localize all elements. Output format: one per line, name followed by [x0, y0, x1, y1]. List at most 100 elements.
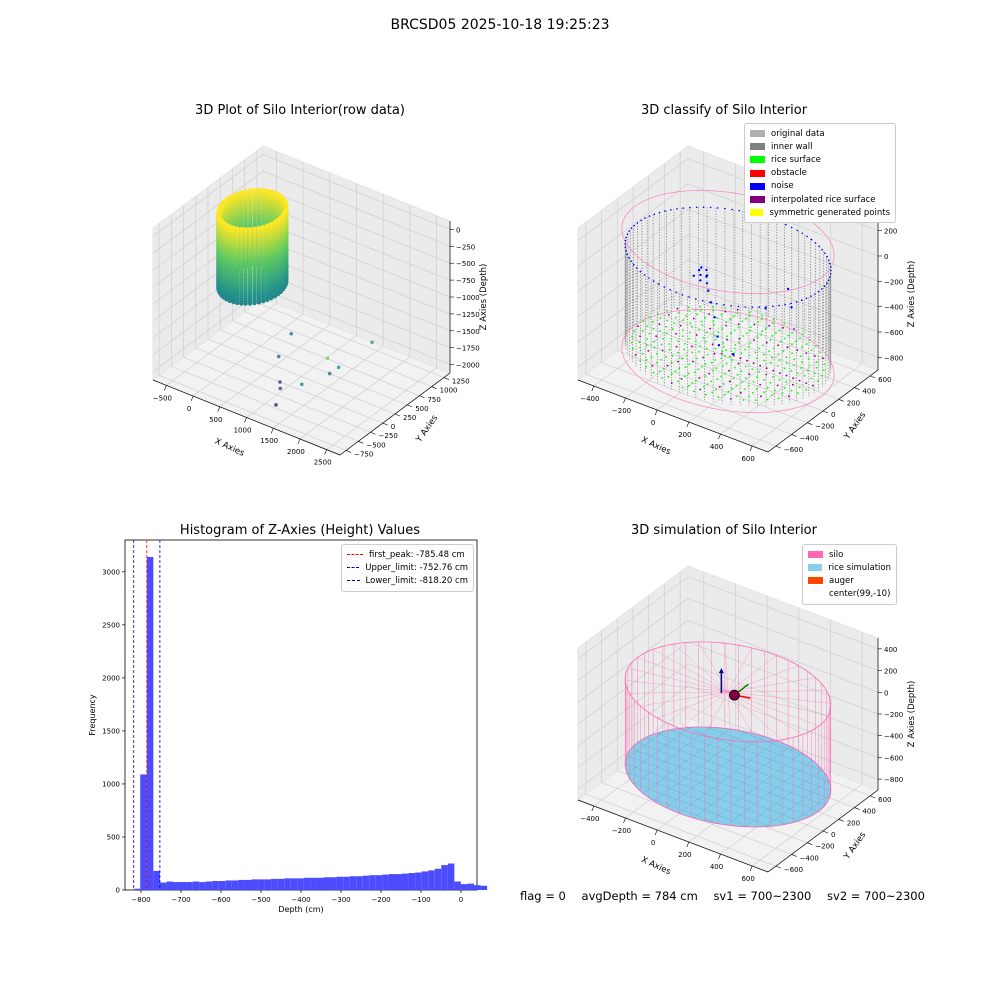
raw-z-gridline: [262, 187, 451, 264]
rice-surface-point: [713, 324, 715, 326]
noise-point: [785, 223, 787, 226]
rice-surface-point: [693, 390, 695, 393]
rice-surface-point: [749, 329, 752, 332]
raw-z-gridline: [152, 171, 264, 254]
classify-z-tick-label: −400: [884, 304, 903, 312]
rice-surface-point: [745, 332, 748, 335]
rice-surface-point: [714, 338, 717, 341]
rice-surface-point: [704, 363, 707, 365]
rice-surface-point: [727, 390, 730, 393]
classify-x-tick: [654, 409, 658, 416]
classify-y-axis-line: [767, 369, 879, 453]
noise-point: [827, 259, 830, 262]
raw-z-tick-label: −1250: [456, 311, 480, 319]
histogram-bar: [447, 863, 455, 890]
noise-point: [786, 287, 790, 291]
rice-surface-point: [755, 376, 758, 378]
rice-surface-point: [744, 365, 747, 368]
rice-surface-point: [780, 340, 782, 343]
rice-surface-point: [715, 388, 717, 391]
rice-surface-point: [822, 369, 825, 371]
noise-point: [625, 250, 627, 252]
raw-data-point: [227, 224, 232, 229]
rice-surface-point: [819, 351, 822, 354]
simulation-legend-entry: auger: [808, 574, 891, 587]
sim-y-tick-label: −600: [784, 866, 803, 874]
sim-x-tick-label: 600: [741, 875, 754, 883]
rice-surface-point: [670, 361, 673, 364]
histogram-bar: [310, 877, 317, 890]
classify-z-gridline: [687, 259, 879, 333]
silo-roof-line: [727, 691, 819, 727]
rice-surface-point: [649, 316, 651, 319]
noise-point: [705, 282, 709, 285]
rice-surface-point: [817, 380, 819, 382]
raw-x-tick-label: 2500: [314, 459, 332, 467]
rice-surface-point: [671, 354, 674, 357]
sim-z-gridline: [577, 598, 689, 681]
rice-surface-point: [729, 318, 731, 320]
rice-surface-point: [763, 359, 765, 362]
classify-legend-entry: symmetric generated points: [750, 206, 890, 219]
rice-surface-point: [785, 356, 788, 359]
histogram-y-tick-label: 2500: [102, 621, 120, 629]
rice-grid-line: [693, 746, 791, 819]
histogram-bar: [225, 880, 232, 890]
rice-surface-point: [653, 340, 656, 343]
rice-surface-point: [699, 345, 701, 347]
noise-point: [824, 252, 826, 254]
rice-grid-line: [766, 779, 829, 827]
rice-surface-point: [763, 391, 766, 394]
legend-swatch: [808, 591, 823, 598]
rice-surface-point: [666, 364, 669, 367]
silo-roof-line: [727, 690, 827, 693]
noise-point: [707, 289, 710, 292]
noise-point: [806, 235, 808, 238]
rice-surface-point: [721, 327, 724, 330]
raw-z-tick-label: −500: [456, 260, 475, 268]
histogram-bar: [428, 870, 435, 890]
histogram-legend-entry: Lower_limit: -818.20 cm: [347, 574, 468, 587]
rice-surface-point: [687, 384, 690, 387]
rice-surface-point: [688, 363, 691, 366]
raw-outlier-point: [276, 354, 281, 359]
classify-z-gridline: [687, 234, 879, 307]
rice-surface-point: [793, 364, 795, 367]
raw-data-point: [248, 188, 253, 193]
rice-surface-point: [737, 323, 740, 325]
rice-surface-point: [724, 310, 727, 313]
rice-surface-point: [691, 382, 694, 385]
classify-y-gridline: [601, 362, 792, 435]
classify-y-tick: [838, 399, 844, 402]
classify-y-gridline: [632, 338, 824, 412]
raw-y-axis-label: Y Axies: [414, 413, 441, 445]
histogram-bar: [369, 875, 376, 890]
silo-roof-line: [727, 655, 777, 693]
noise-point: [682, 207, 685, 209]
rice-surface-point: [655, 361, 658, 364]
classify-x-tick: [686, 421, 690, 428]
raw-y-tick: [370, 431, 376, 435]
noise-point: [699, 279, 702, 282]
rice-surface-point: [630, 341, 633, 344]
rice-surface-point: [684, 375, 686, 378]
rice-surface-point: [771, 322, 774, 325]
rice-surface-point: [687, 306, 690, 309]
rice-surface-point: [738, 341, 740, 344]
rice-surface-point: [732, 315, 735, 318]
noise-point: [626, 233, 629, 235]
silo-roof-line: [629, 691, 729, 694]
rice-surface-point: [715, 367, 718, 370]
rice-surface-point: [737, 362, 740, 365]
histogram-bar: [166, 881, 173, 890]
classify-x-tick-label: −400: [580, 395, 599, 403]
rice-surface-point: [781, 392, 784, 395]
sim-z-gridline: [577, 641, 689, 725]
raw-y-tick-label: 0: [391, 423, 395, 431]
histogram-bar: [172, 882, 180, 890]
classify-y-tick-label: 400: [862, 388, 875, 396]
rice-surface-point: [748, 373, 751, 376]
raw-data-point: [247, 227, 253, 232]
noise-point: [823, 285, 826, 288]
rice-surface-point: [765, 373, 768, 376]
